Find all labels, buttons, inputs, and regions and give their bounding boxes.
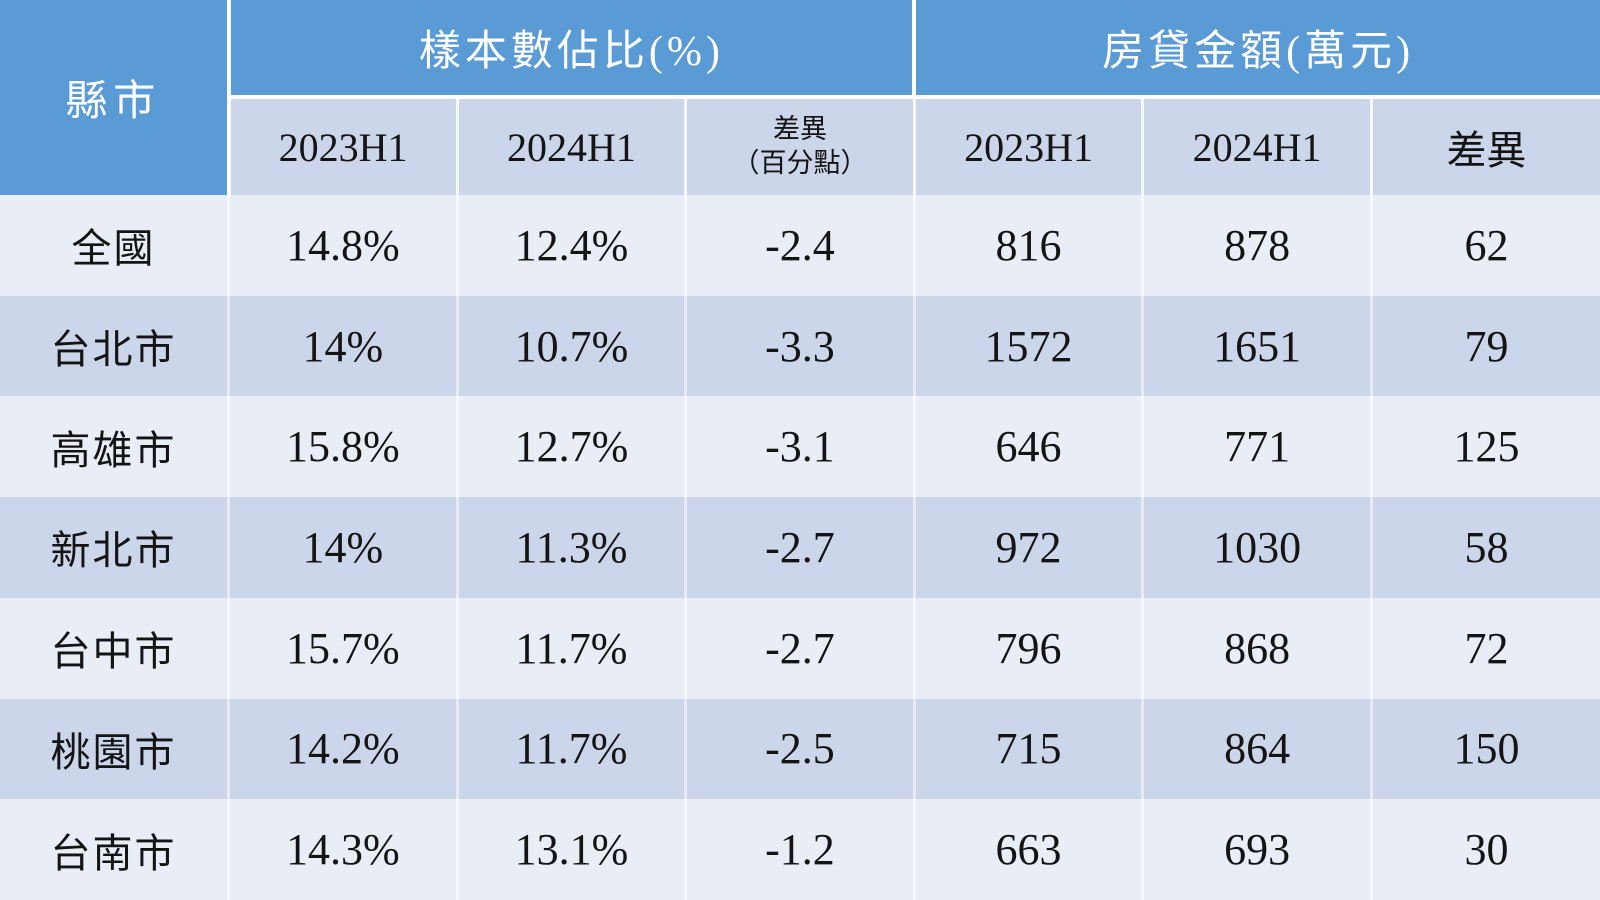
cell-share-2024h1: 12.7%: [457, 396, 688, 498]
cell-county: 台中市: [0, 597, 231, 699]
cell-amount-diff: 30: [1371, 799, 1600, 900]
cell-amount-2024h1: 1030: [1142, 497, 1373, 598]
group-header-sample-share: 樣本數佔比(%): [228, 0, 915, 99]
cell-county: 台南市: [0, 799, 231, 900]
cell-amount-2024h1: 864: [1142, 698, 1373, 800]
cell-amount-diff: 58: [1371, 497, 1600, 598]
cell-amount-diff: 125: [1371, 396, 1600, 498]
cell-county: 全國: [0, 195, 231, 296]
cell-county: 高雄市: [0, 396, 231, 498]
table-row-tainan: 台南市 14.3% 13.1% -1.2 663 693 30: [0, 799, 1600, 900]
sub-header-amount-2023h1: 2023H1: [914, 97, 1145, 195]
cell-amount-2023h1: 796: [914, 597, 1145, 699]
cell-amount-diff: 79: [1371, 295, 1600, 397]
cell-share-2023h1: 14.2%: [228, 698, 459, 800]
cell-amount-2024h1: 771: [1142, 396, 1373, 498]
cell-share-2024h1: 11.3%: [457, 497, 688, 598]
cell-amount-2024h1: 878: [1142, 195, 1373, 296]
sub-header-share-diff-line1: 差異: [772, 114, 827, 145]
cell-share-diff: -2.7: [685, 497, 916, 598]
cell-share-diff: -3.1: [685, 396, 916, 498]
cell-share-diff: -2.4: [685, 195, 916, 296]
sub-header-share-2023h1: 2023H1: [228, 97, 459, 195]
header-row-groups: 縣市 樣本數佔比(%) 房貸金額(萬元): [0, 0, 1600, 195]
cell-share-diff: -2.7: [685, 597, 916, 699]
table-row-newtaipei: 新北市 14% 11.3% -2.7 972 1030 58: [0, 497, 1600, 598]
sub-header-share-diff: 差異 （百分點）: [685, 97, 916, 195]
group-header-mortgage-amount: 房貸金額(萬元): [912, 0, 1600, 99]
cell-amount-diff: 72: [1371, 597, 1600, 699]
cell-share-diff: -1.2: [685, 799, 916, 900]
table-row-taoyuan: 桃園市 14.2% 11.7% -2.5 715 864 150: [0, 698, 1600, 800]
cell-share-diff: -2.5: [685, 698, 916, 800]
table-row-taipei: 台北市 14% 10.7% -3.3 1572 1651 79: [0, 295, 1600, 397]
cell-amount-2023h1: 646: [914, 396, 1145, 498]
cell-amount-2024h1: 693: [1142, 799, 1373, 900]
sub-header-amount-2024h1: 2024H1: [1142, 97, 1373, 195]
cell-share-2023h1: 15.8%: [228, 396, 459, 498]
cell-amount-2023h1: 972: [914, 497, 1145, 598]
cell-share-2023h1: 14.3%: [228, 799, 459, 900]
cell-share-diff: -3.3: [685, 295, 916, 397]
cell-county: 新北市: [0, 497, 231, 598]
sub-header-share-diff-line2: （百分點）: [732, 148, 868, 178]
cell-amount-2023h1: 663: [914, 799, 1145, 900]
column-header-county: 縣市: [0, 0, 231, 195]
cell-share-2024h1: 10.7%: [457, 295, 688, 397]
cell-share-2023h1: 14%: [228, 295, 459, 397]
cell-amount-2023h1: 715: [914, 698, 1145, 800]
cell-county: 台北市: [0, 295, 231, 397]
cell-amount-diff: 62: [1371, 195, 1600, 296]
cell-share-2023h1: 15.7%: [228, 597, 459, 699]
cell-share-2024h1: 13.1%: [457, 799, 688, 900]
cell-share-2024h1: 11.7%: [457, 597, 688, 699]
sub-header-share-2024h1: 2024H1: [457, 97, 688, 195]
cell-amount-2023h1: 816: [914, 195, 1145, 296]
cell-share-2023h1: 14.8%: [228, 195, 459, 296]
cell-amount-2023h1: 1572: [914, 295, 1145, 397]
sub-header-amount-diff: 差異: [1371, 97, 1600, 195]
cell-amount-2024h1: 1651: [1142, 295, 1373, 397]
table-row-national: 全國 14.8% 12.4% -2.4 816 878 62: [0, 195, 1600, 296]
cell-share-2023h1: 14%: [228, 497, 459, 598]
table-row-taichung: 台中市 15.7% 11.7% -2.7 796 868 72: [0, 597, 1600, 699]
cell-amount-2024h1: 868: [1142, 597, 1373, 699]
table-row-kaohsiung: 高雄市 15.8% 12.7% -3.1 646 771 125: [0, 396, 1600, 498]
cell-amount-diff: 150: [1371, 698, 1600, 800]
cell-share-2024h1: 12.4%: [457, 195, 688, 296]
cell-share-2024h1: 11.7%: [457, 698, 688, 800]
header-row-periods: 2023H1 2024H1 差異 （百分點） 2023H1 2024H1 差異: [0, 97, 1600, 195]
cell-county: 桃園市: [0, 698, 231, 800]
